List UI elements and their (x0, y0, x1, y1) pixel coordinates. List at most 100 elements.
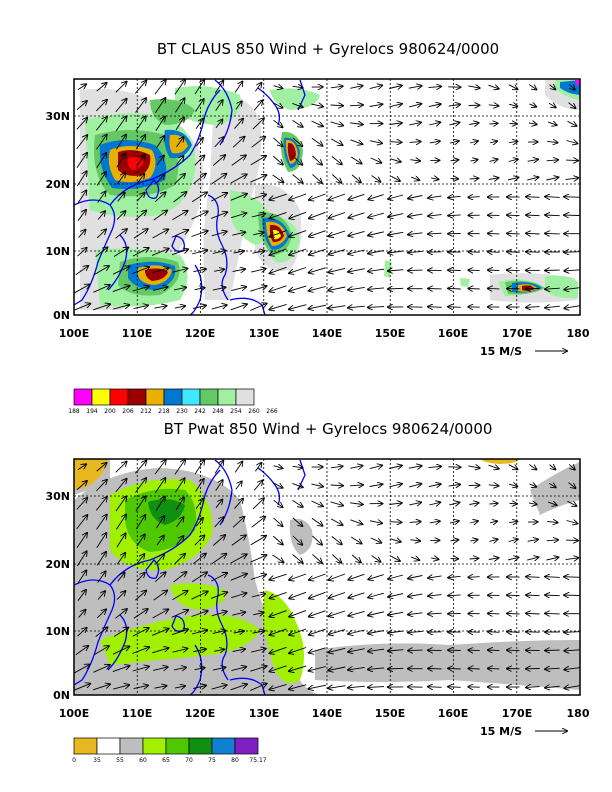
wind-arrow (77, 248, 86, 257)
wind-arrow (330, 122, 343, 126)
cloud-field (80, 80, 580, 310)
wind-arrow (428, 484, 441, 487)
wind-arrow (172, 269, 188, 273)
colorbar-label: 0 (72, 757, 76, 764)
wind-arrow (469, 123, 478, 125)
colorbar-label: 266 (266, 408, 278, 415)
wind-arrow (194, 80, 204, 95)
wind-arrow (250, 575, 266, 580)
wind-arrow (273, 499, 283, 507)
wind-arrow (195, 499, 203, 509)
wind-arrow (289, 647, 307, 654)
wind-arrow (134, 81, 146, 94)
wind-arrow (408, 576, 423, 579)
wind-arrow (172, 649, 188, 653)
wind-arrow (174, 174, 185, 184)
wind-arrow (93, 665, 109, 673)
wind-arrow (329, 230, 346, 236)
wind-arrow (96, 135, 107, 150)
wind-arrow (96, 172, 106, 186)
wind-arrow (388, 594, 404, 597)
wind-arrow (93, 304, 110, 311)
x-tick-label: 130E (249, 707, 279, 720)
wind-arrow (234, 119, 244, 129)
wind-arrow (252, 251, 264, 253)
wind-arrow (212, 251, 226, 254)
wind-arrow (369, 141, 382, 144)
wind-arrow (312, 155, 322, 165)
wind-arrow (309, 193, 326, 200)
panel-title: BT CLAUS 850 Wind + Gyrelocs 980624/0000 (157, 40, 499, 58)
wind-arrow (348, 269, 365, 272)
wind-arrow (508, 159, 518, 161)
wind-arrow (389, 466, 402, 469)
x-tick-label: 180 (567, 327, 590, 340)
wind-arrow (173, 667, 186, 670)
wind-arrow (410, 557, 419, 560)
wind-arrow (507, 233, 520, 234)
wind-arrow (370, 537, 382, 543)
wind-arrow (135, 591, 146, 601)
wind-arrow (489, 159, 498, 161)
wind-arrow (230, 174, 247, 184)
wind-arrow (388, 251, 404, 253)
x-tick-label: 150E (375, 707, 405, 720)
colorbar-swatch (235, 388, 255, 406)
wind-arrow (77, 190, 87, 204)
wind-arrow (409, 522, 421, 523)
wind-arrow (564, 197, 580, 198)
wind-arrow (175, 498, 184, 511)
wind-arrow (270, 628, 287, 635)
wind-arrow (368, 269, 385, 271)
wind-arrow (408, 466, 422, 468)
wind-arrow (388, 214, 404, 217)
wind-arrow (270, 230, 287, 237)
wind-arrow (230, 304, 247, 311)
wind-arrow (507, 177, 518, 180)
wind-arrow (507, 650, 520, 651)
wind-arrow (529, 484, 536, 487)
wind-arrow (250, 156, 266, 166)
wind-arrow (348, 686, 365, 688)
wind-arrow (212, 631, 226, 634)
wind-arrow (330, 466, 343, 468)
x-tick-label: 180 (567, 707, 590, 720)
wind-arrow (408, 196, 423, 199)
wind-arrow (545, 595, 560, 596)
wind-arrow (292, 120, 303, 127)
wind-arrow (508, 465, 518, 470)
wind-arrow (292, 174, 303, 183)
wind-arrow (509, 141, 517, 142)
wind-arrow (545, 288, 560, 289)
wind-arrow (230, 684, 247, 691)
wind-arrow (369, 465, 382, 468)
wind-arrow (214, 649, 224, 651)
wind-arrow (156, 136, 164, 149)
wind-arrow (193, 686, 206, 689)
wind-arrow (391, 175, 400, 181)
wind-arrow (368, 231, 385, 236)
wind-arrow (211, 554, 226, 564)
wind-arrow (77, 590, 86, 601)
wind-arrow (449, 502, 459, 505)
wind-arrow (113, 685, 129, 690)
wind-arrow (152, 609, 169, 619)
wind-arrow (270, 665, 287, 672)
wind-arrow (428, 595, 442, 597)
wind-arrow (74, 665, 90, 674)
wind-arrow (528, 84, 536, 90)
wind-arrow (212, 535, 225, 546)
wind-arrow (311, 484, 323, 487)
wind-arrow (155, 98, 165, 113)
wind-arrow (96, 83, 107, 92)
wind-arrow (389, 104, 402, 107)
wind-arrow (255, 463, 261, 472)
wind-arrow (292, 483, 302, 487)
wind-arrow (547, 122, 557, 125)
wind-arrow (408, 104, 421, 107)
wind-arrow (368, 574, 384, 580)
wind-arrow (408, 233, 423, 235)
wind-arrow (272, 535, 283, 544)
y-tick-label: 20N (45, 558, 70, 571)
wind-arrow (545, 613, 560, 614)
